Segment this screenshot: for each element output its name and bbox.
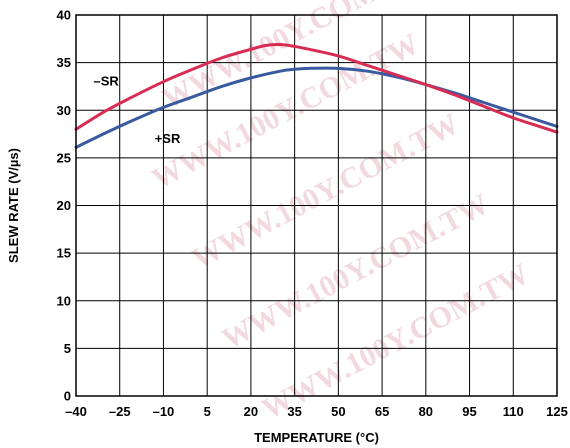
y-tick-label: 0 (64, 389, 71, 404)
y-tick-label: 5 (64, 341, 71, 356)
series-line-minus-sr (74, 42, 559, 134)
x-tick-label: –25 (109, 404, 131, 419)
x-tick-label: 65 (375, 404, 389, 419)
grid-lines (75, 14, 558, 397)
x-tick-label: 95 (462, 404, 476, 419)
y-tick-labels: 0 5 10 15 20 25 30 35 40 (57, 8, 71, 404)
y-axis-title: SLEW RATE (V/µs) (6, 148, 21, 263)
y-tick-label: 35 (57, 55, 71, 70)
y-tick-label: 30 (57, 103, 71, 118)
y-tick-label: 15 (57, 246, 71, 261)
x-tick-label: 110 (503, 404, 524, 419)
y-tick-label: 10 (57, 293, 71, 308)
x-tick-label: 20 (244, 404, 258, 419)
series-label-minus-sr: –SR (93, 74, 119, 89)
x-tick-label: 5 (204, 404, 211, 419)
x-tick-labels: –40 –25 –10 5 20 35 50 65 80 95 110 125 (65, 404, 568, 419)
x-tick-label: –40 (65, 404, 87, 419)
x-tick-label: 125 (546, 404, 568, 419)
series-line-plus-sr (74, 66, 559, 149)
x-tick-label: 35 (287, 404, 301, 419)
x-axis-title: TEMPERATURE (°C) (254, 430, 379, 445)
y-tick-label: 25 (57, 150, 71, 165)
x-tick-label: –10 (153, 404, 175, 419)
series-label-plus-sr: +SR (155, 131, 181, 146)
series-layer (74, 42, 559, 149)
plot-frame (75, 14, 558, 397)
x-tick-label: 50 (331, 404, 345, 419)
y-tick-label: 20 (57, 198, 71, 213)
x-tick-label: 80 (419, 404, 433, 419)
y-tick-label: 40 (57, 8, 71, 23)
